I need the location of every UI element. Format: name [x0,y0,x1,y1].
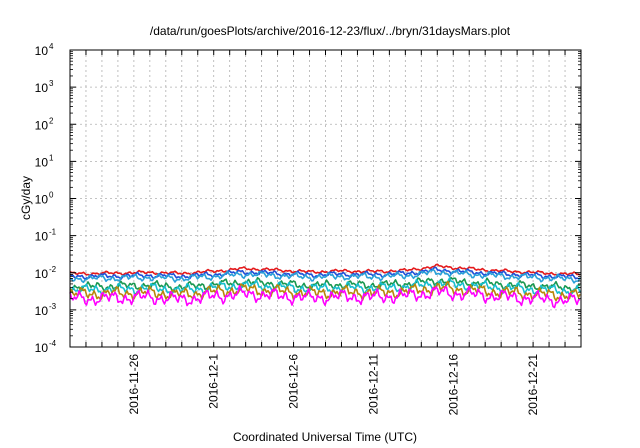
y-tick-exponent: -3 [49,302,57,311]
y-tick-label: 10 [35,81,49,95]
y-tick-label: 10 [35,230,49,244]
x-axis-label: Coordinated Universal Time (UTC) [233,430,417,444]
y-tick-label: 10 [35,155,49,169]
x-tick-label: 2016-12-11 [366,354,380,415]
y-tick-label: 10 [35,118,49,132]
y-tick-exponent: -2 [49,265,57,274]
series-group [69,263,581,309]
grid [70,50,581,347]
series-line [69,280,581,302]
y-tick-exponent: -4 [49,339,57,348]
y-axis-label: cGy/day [19,176,33,220]
series-line [69,268,581,284]
y-tick-exponent: 4 [49,42,54,51]
series-line [69,285,581,309]
series-line [69,263,581,277]
y-tick-exponent: 2 [49,116,54,125]
x-tick-label: 2016-11-26 [127,354,141,415]
y-tick-exponent: 3 [49,79,54,88]
x-tick-label: 2016-12-21 [526,354,540,416]
y-tick-label: 10 [35,267,49,281]
y-tick-label: 10 [35,304,49,318]
y-tick-exponent: -1 [49,228,57,237]
series-line [69,277,581,297]
y-tick-label: 10 [35,341,49,355]
y-tick-label: 10 [35,44,49,58]
x-tick-label: 2016-12-16 [446,354,460,416]
x-tick-label: 2016-12-6 [287,354,301,409]
y-tick-exponent: 0 [49,191,54,200]
y-tick-label: 10 [35,193,49,207]
chart-title: /data/run/goesPlots/archive/2016-12-23/f… [150,24,511,38]
x-tick-label: 2016-12-1 [207,354,221,409]
y-tick-exponent: 1 [49,153,54,162]
x-ticks: 2016-11-26 2016-12-1 2016-12-6 2016-12-11 20… [85,50,566,416]
